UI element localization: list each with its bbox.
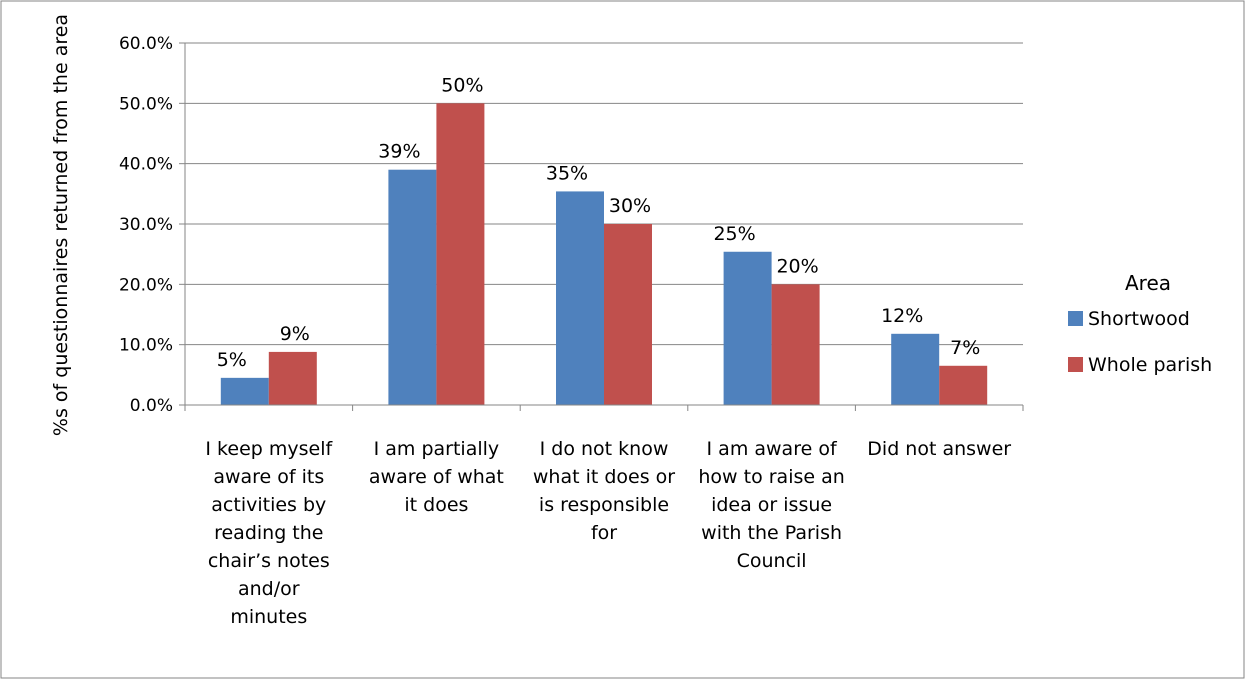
bar-shortwood (388, 169, 437, 405)
y-tick-label: 30.0% (119, 215, 173, 235)
bar-whole-parish (436, 103, 485, 405)
data-label: 50% (441, 74, 483, 96)
legend-swatch (1068, 357, 1083, 372)
y-tick-label: 20.0% (119, 275, 173, 295)
data-label: 35% (546, 162, 588, 184)
legend-label: Whole parish (1088, 354, 1212, 376)
gridlines (185, 42, 1023, 346)
data-label: 7% (950, 337, 980, 359)
legend-items: Shortwood Whole parish (1068, 308, 1212, 376)
data-label: 30% (609, 195, 651, 217)
x-tick-label: Did not answer (867, 438, 1011, 460)
legend-swatch (1068, 311, 1083, 326)
bar-shortwood (556, 191, 604, 405)
y-tick-label: 50.0% (119, 94, 173, 114)
data-label: 12% (881, 305, 923, 327)
legend-label: Shortwood (1088, 308, 1190, 330)
axes (179, 42, 1024, 411)
x-tick-label: I am aware of how to raise an idea or issu… (698, 438, 844, 572)
bars (220, 103, 988, 405)
x-tick-label: I do not know what it does or is responsib… (533, 438, 675, 544)
data-label: 39% (378, 141, 420, 163)
legend-title: Area (1125, 271, 1171, 295)
data-label: 5% (217, 349, 247, 371)
bar-whole-parish (939, 365, 988, 405)
data-labels: 5% 39% 35% 25% 12% 9% 50% 30% 20% 7% (217, 74, 981, 371)
data-label: 25% (713, 223, 755, 245)
bar-shortwood (220, 377, 269, 405)
bar-whole-parish (268, 351, 317, 405)
data-label: 9% (280, 323, 310, 345)
bar-whole-parish (604, 224, 652, 405)
y-axis-label: %s of questionnaires returned from the a… (50, 14, 72, 436)
bar-shortwood (723, 251, 772, 405)
y-tick-label: 60.0% (119, 34, 173, 54)
bar-shortwood (891, 333, 940, 405)
bar-whole-parish (771, 284, 820, 405)
legend: Area Shortwood Whole parish (1068, 271, 1212, 376)
y-tick-labels: 0.0% 10.0% 20.0% 30.0% 40.0% 50.0% 60.0% (119, 34, 173, 416)
y-tick-label: 10.0% (119, 336, 173, 356)
data-label: 20% (776, 255, 818, 277)
y-tick-label: 40.0% (119, 155, 173, 175)
x-tick-labels: I keep myself aware of its activities by re… (205, 438, 1011, 628)
x-tick-label: I keep myself aware of its activities by re… (205, 438, 333, 628)
y-tick-label: 0.0% (130, 396, 173, 416)
x-tick-label: I am partially aware of what it does (369, 438, 504, 516)
